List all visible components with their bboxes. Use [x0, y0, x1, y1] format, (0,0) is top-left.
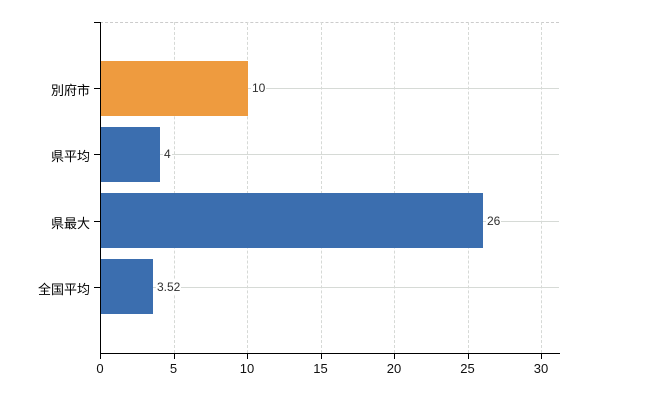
bar	[101, 127, 160, 182]
y-axis-tick	[94, 88, 100, 89]
vertical-gridline	[394, 22, 395, 353]
x-axis-tick	[100, 354, 101, 359]
bar	[101, 193, 483, 248]
vertical-gridline	[173, 22, 175, 353]
bar	[101, 61, 248, 116]
bar-value-label: 4	[163, 147, 172, 161]
y-axis-line	[100, 22, 101, 353]
x-axis-tick	[467, 354, 469, 359]
bar-value-label: 26	[486, 214, 502, 228]
y-axis-tick	[94, 221, 100, 222]
horizontal-gridline	[100, 88, 559, 89]
horizontal-gridline	[100, 154, 559, 155]
category-label-text: 別府市	[50, 83, 90, 98]
x-axis-tick	[320, 354, 322, 359]
vertical-gridline	[467, 22, 469, 353]
y-axis-tick	[94, 22, 100, 23]
x-axis-tick	[247, 354, 248, 359]
x-tick-label: 10	[239, 361, 255, 376]
x-axis-tick	[541, 354, 542, 359]
vertical-gridline	[247, 22, 248, 353]
x-tick-label: 20	[386, 361, 402, 376]
x-tick-label: 5	[169, 361, 178, 376]
x-axis-line	[100, 353, 560, 354]
x-tick-label: 0	[96, 361, 104, 376]
category-label-text: 県平均	[50, 149, 90, 164]
x-tick-label: 15	[313, 361, 328, 376]
bar	[101, 259, 153, 314]
horizontal-gridline	[100, 287, 559, 288]
vertical-gridline	[320, 22, 322, 353]
x-tick-label: 25	[460, 361, 475, 376]
bar-value-label: 3.52	[156, 280, 182, 294]
y-axis-tick	[94, 287, 100, 288]
x-tick-label: 30	[533, 361, 549, 376]
plot-area	[100, 22, 559, 353]
category-label-text: 全国平均	[37, 282, 90, 297]
category-label-text: 県最大	[50, 216, 90, 231]
y-axis-tick	[94, 154, 100, 155]
x-axis-tick	[394, 354, 395, 359]
bar-value-label: 10	[251, 81, 267, 95]
x-axis-tick	[173, 354, 175, 359]
vertical-gridline	[541, 22, 542, 353]
